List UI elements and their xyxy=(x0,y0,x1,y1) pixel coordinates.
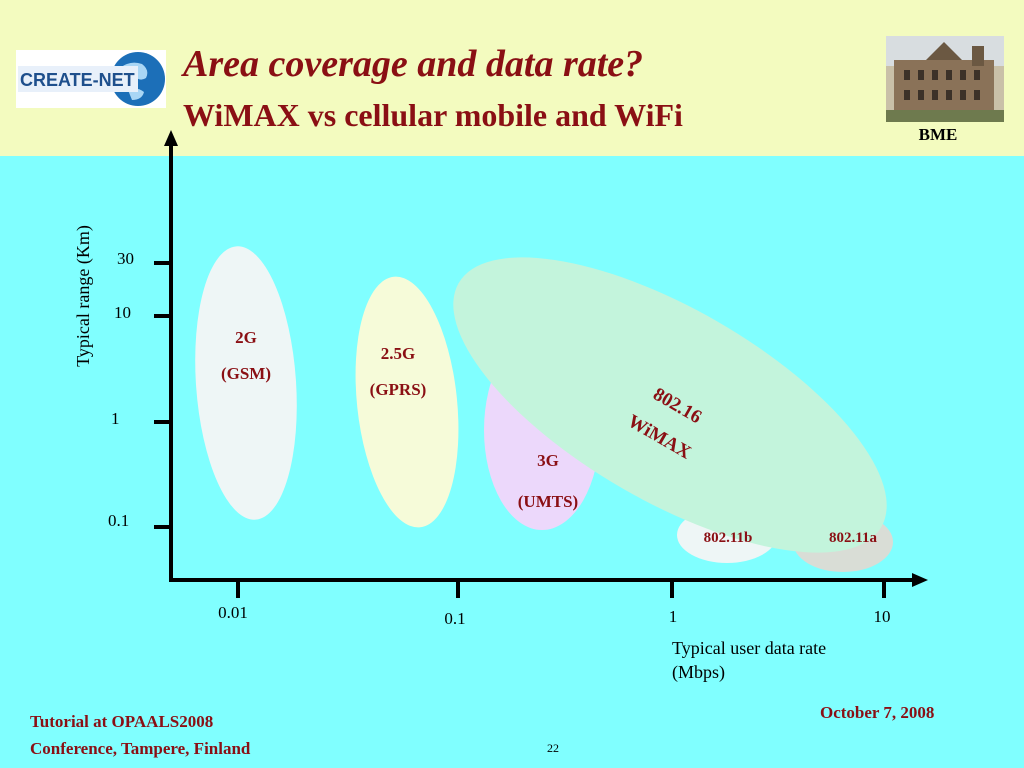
footer-line-1: Tutorial at OPAALS2008 xyxy=(30,712,214,731)
x-tick-label-0.1: 0.1 xyxy=(444,609,466,628)
photo-caption: BME xyxy=(918,125,958,144)
x-axis-title: Typical user data rate (Mbps) xyxy=(672,636,892,684)
university-building-photo xyxy=(886,36,1004,122)
slide-subtitle: WiMAX vs cellular mobile and WiFi xyxy=(183,97,683,133)
y-tick-label-10: 10 xyxy=(114,303,131,322)
region-label-2g: 2G (GSM) xyxy=(200,320,292,392)
footer-line-2: Conference, Tampere, Finland xyxy=(30,739,251,758)
region-2g-name: 2G xyxy=(235,328,257,347)
region-3g-name: 3G xyxy=(537,451,559,470)
region-2-5g-ellipse xyxy=(355,276,459,528)
region-3g-detail: (UMTS) xyxy=(517,492,579,511)
region-2-5g-name: 2.5G xyxy=(380,344,416,363)
y-tick-label-30: 30 xyxy=(117,249,134,268)
region-2-5g-detail: (GPRS) xyxy=(369,380,427,399)
region-label-802-11a: 802.11a xyxy=(829,530,877,546)
x-tick-label-10: 10 xyxy=(873,607,891,626)
footer-date: October 7, 2008 xyxy=(820,703,935,722)
region-label-802-11b: 802.11b xyxy=(703,530,753,546)
region-2g-detail: (GSM) xyxy=(220,364,272,383)
x-tick-label-1: 1 xyxy=(668,607,678,626)
y-tick-label-1: 1 xyxy=(111,409,120,428)
header-band xyxy=(0,0,1024,156)
x-tick-label-0.01: 0.01 xyxy=(218,603,248,622)
x-axis-arrowhead xyxy=(912,573,928,587)
y-tick-label-0.1: 0.1 xyxy=(108,511,130,530)
region-2g-ellipse xyxy=(195,246,297,520)
region-802-16-ellipse xyxy=(453,257,887,553)
slide-title: Area coverage and data rate? xyxy=(183,43,644,85)
y-axis-arrowhead xyxy=(164,130,178,146)
footer-event: Tutorial at OPAALS2008 Conference, Tampe… xyxy=(30,708,250,762)
region-label-2-5g: 2.5G (GPRS) xyxy=(352,336,444,408)
svg-text:CREATE-NET: CREATE-NET xyxy=(20,70,135,90)
create-net-logo: CREATE-NET xyxy=(16,50,166,108)
y-axis-title: Typical range (Km) xyxy=(73,225,93,367)
page-number: 22 xyxy=(547,741,559,755)
x-axis-title-line-2: (Mbps) xyxy=(672,662,725,682)
region-label-3g: 3G (UMTS) xyxy=(502,440,594,522)
x-axis-title-line-1: Typical user data rate xyxy=(672,638,827,658)
